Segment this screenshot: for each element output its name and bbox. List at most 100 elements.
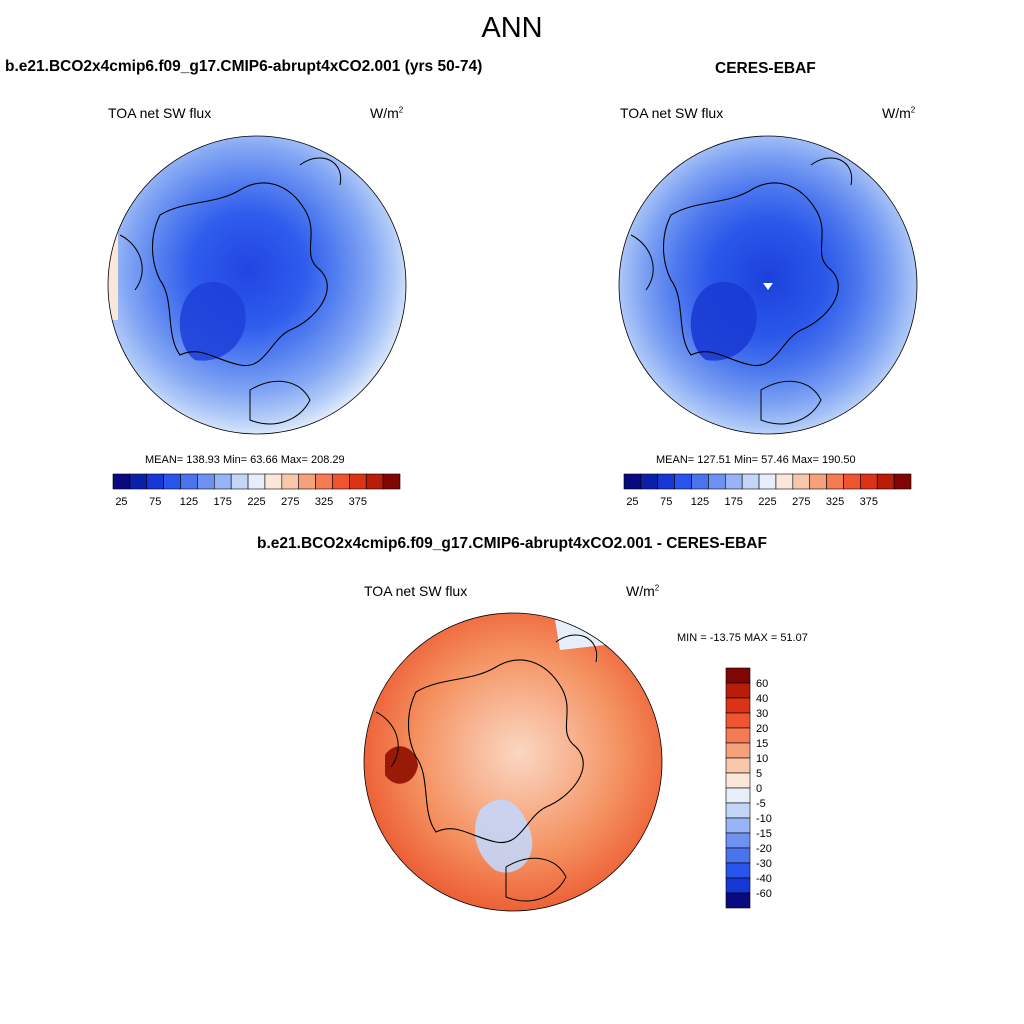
colorbar-swatch — [725, 787, 751, 804]
colorbar-swatch — [725, 802, 751, 819]
test-variable-label: TOA net SW flux — [108, 105, 212, 121]
colorbar-tick-label: 275 — [792, 496, 810, 508]
ref-polar-map — [618, 135, 918, 435]
colorbar-swatch — [724, 473, 743, 490]
colorbar-swatch — [725, 667, 751, 684]
colorbar-tick-label: 40 — [756, 693, 768, 705]
colorbar-swatch — [725, 727, 751, 744]
ref-units-label: W/m2 — [882, 105, 916, 121]
colorbar-tick-label: 25 — [626, 496, 638, 508]
colorbar-tick-label: 15 — [756, 738, 768, 750]
colorbar-swatch — [230, 473, 249, 490]
colorbar-swatch — [725, 712, 751, 729]
colorbar-swatch — [298, 473, 316, 490]
colorbar-tick-label: 30 — [756, 708, 768, 720]
colorbar-swatch — [197, 473, 215, 490]
diff-coastline — [408, 659, 584, 843]
diff-cool-patch — [555, 618, 605, 650]
colorbar-tick-label: -15 — [756, 828, 772, 840]
colorbar-swatch — [758, 473, 777, 490]
colorbar-tick-label: 175 — [214, 496, 232, 508]
colorbar-tick-label: -40 — [756, 873, 772, 885]
colorbar-swatch — [725, 697, 751, 714]
ref-greenland-region — [690, 281, 757, 361]
test-colorbar: 25 75 125 175 225 275 325 375 — [112, 473, 401, 508]
colorbar-swatch — [826, 473, 844, 490]
diff-polar-map — [363, 612, 663, 912]
colorbar-tick-label: 225 — [758, 496, 776, 508]
diff-variable-label: TOA net SW flux — [364, 583, 468, 599]
colorbar-swatch — [725, 847, 751, 864]
colorbar-swatch — [775, 473, 794, 490]
colorbar-tick-label: 125 — [691, 496, 709, 508]
colorbar-swatch — [281, 473, 300, 490]
colorbar-swatch — [623, 473, 642, 490]
colorbar-swatch — [860, 473, 878, 490]
colorbar-swatch — [792, 473, 811, 490]
colorbar-tick-label: 175 — [725, 496, 743, 508]
test-coastline-south — [119, 157, 342, 425]
colorbar-tick-label: 75 — [149, 496, 161, 508]
colorbar-swatch — [725, 832, 751, 849]
colorbar-swatch — [674, 473, 692, 490]
colorbar-tick-label: 375 — [349, 496, 367, 508]
colorbar-swatch — [725, 877, 751, 894]
ref-variable-label: TOA net SW flux — [620, 105, 724, 121]
colorbar-tick-label: 0 — [756, 783, 762, 795]
colorbar-tick-label: 375 — [860, 496, 878, 508]
colorbar-swatch — [657, 473, 675, 490]
colorbar-swatch — [725, 817, 751, 834]
colorbar-swatch — [691, 473, 709, 490]
colorbar-swatch — [725, 862, 751, 879]
ref-coastline-south — [630, 157, 853, 425]
test-coastline — [152, 182, 328, 366]
colorbar-swatch — [213, 473, 232, 490]
colorbar-swatch — [112, 473, 131, 490]
colorbar-swatch — [876, 473, 895, 490]
diff-panel-title: b.e21.BCO2x4cmip6.f09_g17.CMIP6-abrupt4x… — [257, 535, 767, 552]
colorbar-swatch — [264, 473, 283, 490]
colorbar-swatch — [809, 473, 827, 490]
colorbar-swatch — [725, 772, 751, 789]
test-panel-title: b.e21.BCO2x4cmip6.f09_g17.CMIP6-abrupt4x… — [5, 58, 483, 75]
figure-title: ANN — [481, 12, 543, 44]
colorbar-tick-label: 25 — [115, 496, 127, 508]
colorbar-tick-label: -20 — [756, 843, 772, 855]
colorbar-tick-label: -10 — [756, 813, 772, 825]
colorbar-swatch — [180, 473, 198, 490]
colorbar-swatch — [640, 473, 659, 490]
diff-stats-text: MIN = -13.75 MAX = 51.07 — [677, 632, 808, 644]
colorbar-swatch — [708, 473, 726, 490]
colorbar-tick-label: 60 — [756, 678, 768, 690]
colorbar-tick-label: -5 — [756, 798, 766, 810]
colorbar-swatch — [893, 473, 912, 490]
test-greenland-region — [179, 281, 246, 361]
test-units-label: W/m2 — [370, 105, 404, 121]
colorbar-swatch — [146, 473, 164, 490]
colorbar-tick-label: -60 — [756, 888, 772, 900]
colorbar-tick-label: 225 — [247, 496, 265, 508]
colorbar-swatch — [315, 473, 333, 490]
diff-coastline-south — [375, 634, 598, 902]
diff-colorbar: 60 40 30 20 15 10 5 0 -5 -10 -15 -20 -30 -40 -60 — [725, 667, 772, 909]
colorbar-swatch — [365, 473, 384, 490]
colorbar-tick-label: 325 — [315, 496, 333, 508]
colorbar-tick-label: 275 — [281, 496, 299, 508]
colorbar-tick-label: 75 — [660, 496, 672, 508]
colorbar-swatch — [725, 742, 751, 759]
ref-stats-text: MEAN= 127.51 Min= 57.46 Max= 190.50 — [656, 454, 856, 466]
diff-hot-patch — [385, 746, 418, 784]
diff-cool-band — [475, 799, 533, 873]
ref-pole-mark — [763, 283, 773, 290]
test-polar-map — [107, 135, 407, 435]
colorbar-swatch — [332, 473, 350, 490]
colorbar-swatch — [129, 473, 148, 490]
colorbar-swatch — [382, 473, 401, 490]
colorbar-swatch — [725, 757, 751, 774]
colorbar-swatch — [725, 682, 751, 699]
colorbar-swatch — [725, 892, 751, 909]
colorbar-tick-label: 325 — [826, 496, 844, 508]
diff-units-label: W/m2 — [626, 583, 660, 599]
test-stats-text: MEAN= 138.93 Min= 63.66 Max= 208.29 — [145, 454, 345, 466]
